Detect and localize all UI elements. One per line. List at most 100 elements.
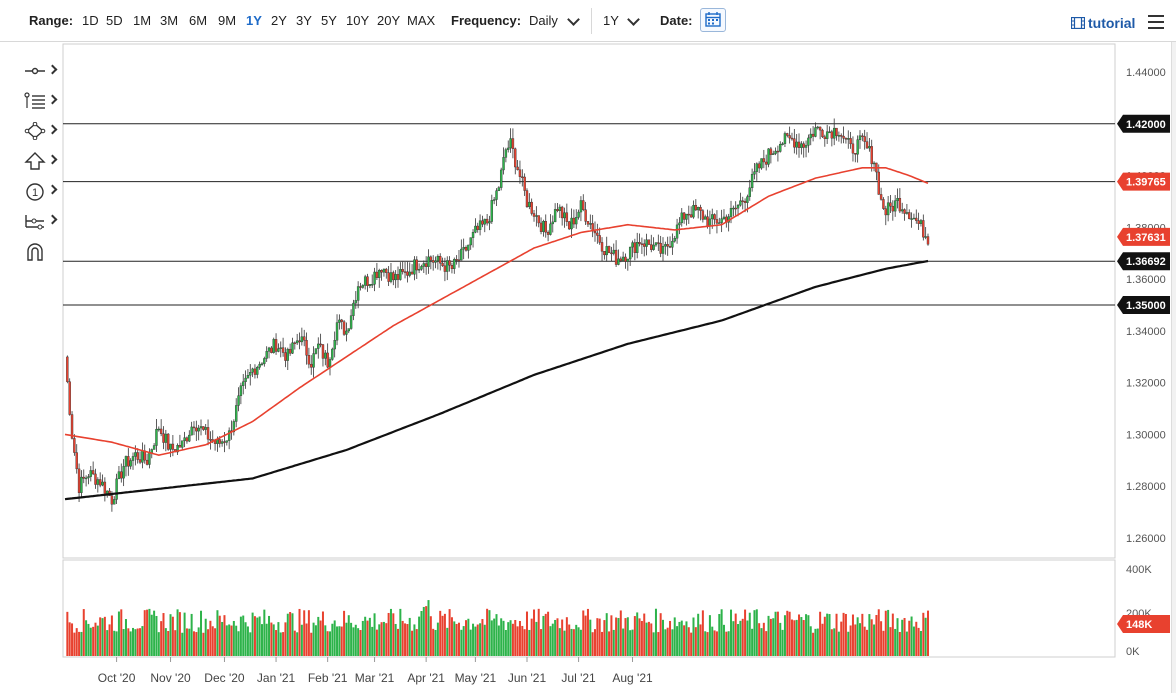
arrow-tool-button[interactable] [20, 150, 60, 172]
price-chart[interactable]: 1.440001.420001.400001.380001.360001.340… [0, 42, 1170, 693]
range-1m-button[interactable]: 1M [133, 13, 152, 28]
volume-bar [554, 619, 557, 656]
candle-body [903, 209, 906, 214]
volume-bar [722, 624, 725, 656]
candle-body [408, 271, 411, 276]
volume-bar [404, 623, 407, 656]
candle-body [73, 438, 76, 453]
candle-body [227, 430, 231, 441]
volume-bar [720, 609, 723, 656]
range-6m-button[interactable]: 6M [189, 13, 208, 28]
tutorial-link[interactable]: tutorial [1088, 15, 1136, 31]
range-max-button[interactable]: MAX [407, 13, 436, 28]
fibonacci-tool-button[interactable] [20, 90, 60, 112]
candle-body [356, 286, 360, 301]
volume-bar [589, 619, 592, 656]
number-one-circle-icon: 1 [26, 183, 44, 201]
candle-body [68, 381, 71, 415]
calendar-button[interactable] [700, 8, 726, 32]
range-5d-button[interactable]: 5D [106, 13, 123, 28]
price-tick-label: 1.44000 [1126, 67, 1166, 79]
candle-body [748, 187, 751, 197]
volume-bar [66, 611, 69, 656]
volume-bar [73, 632, 76, 656]
candle-body [148, 452, 151, 465]
crosshair-tool-button[interactable] [20, 60, 60, 82]
volume-bar [382, 621, 385, 656]
volume-bar [420, 611, 423, 656]
volume-bar [340, 626, 343, 656]
hamburger-menu-icon[interactable] [1148, 15, 1164, 29]
candle-body [643, 243, 646, 247]
candle-body [256, 367, 259, 375]
range-20y-button[interactable]: 20Y [377, 13, 401, 28]
volume-bar [493, 618, 496, 656]
range-10y-button[interactable]: 10Y [346, 13, 370, 28]
candle-body [753, 171, 756, 175]
volume-bar [450, 617, 453, 656]
candle-body [441, 262, 444, 267]
range-3y-button[interactable]: 3Y [296, 13, 312, 28]
range-3m-button[interactable]: 3M [160, 13, 179, 28]
volume-bar [828, 614, 831, 656]
candle-body [202, 426, 205, 430]
volume-bar [619, 610, 622, 656]
volume-bar [922, 612, 925, 656]
moving-average-long-line [64, 259, 929, 501]
candle-body [345, 330, 348, 335]
volume-bar [582, 610, 585, 656]
volume-bar [307, 610, 310, 656]
volume-bar [652, 632, 655, 656]
pattern-tool-button[interactable] [20, 120, 60, 142]
volume-bar [427, 600, 430, 656]
candle-body [638, 242, 641, 244]
candle-body [403, 271, 407, 273]
period-select[interactable]: 1Y [603, 13, 619, 28]
volume-bar [110, 615, 113, 656]
candle-body [481, 220, 484, 225]
range-9m-button[interactable]: 9M [218, 13, 237, 28]
candle-body [483, 218, 486, 225]
measure-tool-button[interactable] [20, 210, 60, 232]
range-2y-button[interactable]: 2Y [271, 13, 287, 28]
volume-bar [622, 628, 625, 656]
range-1d-button[interactable]: 1D [82, 13, 99, 28]
candle-body [110, 495, 114, 505]
volume-bar [134, 629, 137, 656]
candle-body [790, 137, 794, 140]
numbered-marker-tool-button[interactable]: 1 [20, 180, 60, 202]
tutorial-film-icon[interactable] [1071, 17, 1085, 29]
volume-bar [331, 623, 334, 656]
volume-bar [561, 619, 564, 656]
candle-body [138, 459, 142, 463]
candle-body [706, 216, 709, 227]
candle-body [685, 213, 688, 220]
volume-bar [805, 614, 808, 656]
frequency-chevron-down-icon[interactable] [567, 13, 580, 26]
range-5y-button[interactable]: 5Y [321, 13, 337, 28]
measure-icon [25, 215, 44, 230]
period-chevron-down-icon[interactable] [627, 13, 640, 26]
window-scrollbar[interactable] [1171, 42, 1176, 693]
volume-bar [157, 632, 160, 656]
magnet-tool-button[interactable] [20, 240, 60, 262]
volume-bar [106, 630, 109, 656]
volume-bar [727, 631, 730, 656]
candle-body [509, 138, 512, 149]
volume-bar [394, 623, 397, 656]
volume-bar [917, 627, 920, 656]
volume-bar [924, 617, 927, 656]
candle-body [659, 242, 662, 254]
candle-body [825, 131, 829, 139]
volume-bar [814, 628, 817, 656]
range-1y-button[interactable]: 1Y [246, 13, 262, 28]
volume-bar [101, 618, 104, 656]
volume-bar [481, 619, 484, 656]
volume-bar [783, 615, 786, 656]
volume-bar [640, 620, 643, 656]
candle-body [711, 214, 714, 220]
candle-body [692, 205, 695, 218]
candle-body [596, 232, 599, 236]
frequency-select[interactable]: Daily [529, 13, 558, 28]
candle-body [410, 271, 414, 275]
